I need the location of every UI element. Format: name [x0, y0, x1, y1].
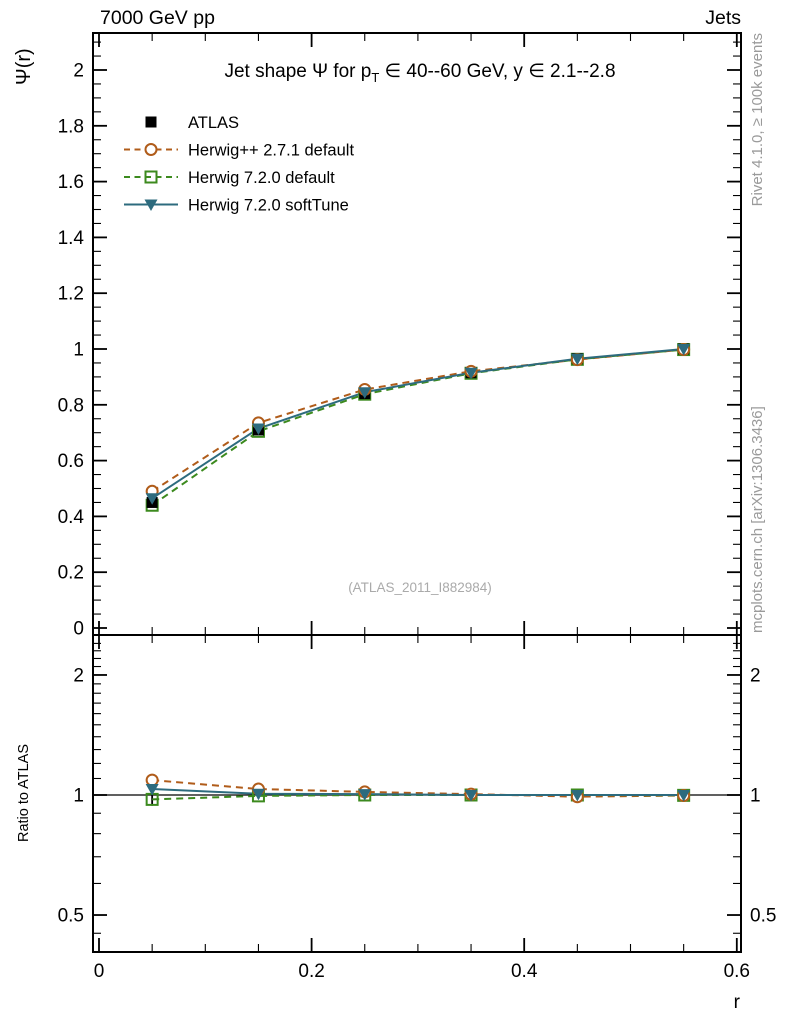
ratio-marker: [145, 784, 159, 796]
legend-item: Herwig++ 2.7.1 default: [124, 142, 354, 160]
series-line: [151, 348, 684, 500]
y-tick-label: 0.4: [58, 507, 85, 528]
ratio-tick-label-right: 1: [750, 786, 761, 807]
x-tick-label: 0.6: [724, 961, 750, 982]
y-tick-label: 0.6: [58, 451, 84, 472]
series-marker: [251, 423, 265, 436]
series-line: [151, 348, 684, 493]
axis-tick-labels: 2 1.8 1.6 1.4 1.2 1 0.8 0.6 0.4 0.2 0 2 2 1 1 0.5 0.5 0 0.…: [58, 61, 777, 983]
y-tick-label: 1: [73, 340, 84, 361]
x-axis-title: r: [734, 992, 741, 1013]
ratio-marker: [570, 790, 584, 802]
legend-marker: [144, 199, 158, 211]
y-axis-title: Ψ(r): [13, 48, 35, 85]
y-tick-label: 1.8: [58, 116, 84, 137]
ratio-tick-label-left: 0.5: [58, 906, 84, 927]
legend-item: ATLAS: [145, 114, 239, 132]
ratio-series: [93, 773, 741, 806]
legend-marker: [144, 143, 158, 156]
ratio-marker: [145, 773, 159, 787]
series-marker: [145, 493, 159, 505]
legend-label: Herwig++ 2.7.1 default: [188, 142, 354, 160]
header-analysis-label: Jets: [705, 7, 741, 29]
y-tick-label: 1.2: [58, 284, 84, 305]
legend-label: ATLAS: [188, 114, 239, 132]
legend: ATLAS Herwig++ 2.7.1 default Herwig 7.2.0 …: [124, 114, 354, 215]
series-marker: [677, 344, 691, 356]
y-tick-label: 1.4: [58, 228, 85, 249]
header-beam-label: 7000 GeV pp: [100, 7, 215, 29]
ratio-tick-label-left: 1: [73, 786, 84, 807]
legend-item: Herwig 7.2.0 softTune: [124, 197, 349, 215]
ratio-marker: [251, 788, 265, 801]
legend-label: Herwig 7.2.0 default: [188, 169, 335, 187]
ratio-marker: [464, 790, 478, 802]
series-marker: [464, 367, 478, 380]
ratio-y-axis-title: Ratio to ATLAS: [16, 744, 32, 842]
main-series: [145, 343, 691, 512]
plot-title-suffix: ∈ 40--60 GeV, y ∈ 2.1--2.8: [379, 61, 615, 82]
series-marker: [570, 353, 584, 366]
y-tick-label: 1.6: [58, 172, 84, 193]
legend-marker: [145, 116, 157, 128]
ratio-tick-label-left: 2: [73, 665, 84, 686]
x-tick-label: 0.2: [298, 961, 324, 982]
plot-title-prefix: Jet shape Ψ for p: [224, 61, 371, 82]
ratio-marker: [358, 789, 372, 801]
x-tick-label: 0.4: [511, 961, 538, 982]
series-marker: [358, 387, 372, 399]
ratio-tick-label-right: 2: [750, 665, 761, 686]
ratio-line: [152, 779, 684, 798]
legend-item: Herwig 7.2.0 default: [124, 169, 335, 187]
y-tick-label: 0.8: [58, 395, 84, 416]
ratio-line: [152, 788, 684, 796]
mcplots-arxiv-note: mcplots.cern.ch [arXiv:1306.3436]: [749, 406, 766, 633]
watermark: (ATLAS_2011_I882984): [348, 580, 492, 595]
ratio-marker: [677, 790, 691, 802]
ratio-tick-label-right: 0.5: [750, 906, 776, 927]
plot-title-subscript: T: [371, 70, 379, 85]
plot-title: Jet shape Ψ for pT ∈ 40--60 GeV, y ∈ 2.1…: [224, 61, 615, 85]
y-tick-label: 0.2: [58, 563, 84, 584]
y-tick-label: 0: [73, 619, 84, 640]
ratio-panel-frame: [92, 634, 742, 953]
rivet-version-note: Rivet 4.1.0, ≥ 100k events: [749, 33, 766, 206]
x-tick-label: 0: [94, 961, 105, 982]
y-tick-label: 2: [73, 61, 84, 82]
series-line: [151, 348, 684, 507]
legend-label: Herwig 7.2.0 softTune: [188, 197, 349, 215]
legend-marker: [144, 170, 158, 184]
